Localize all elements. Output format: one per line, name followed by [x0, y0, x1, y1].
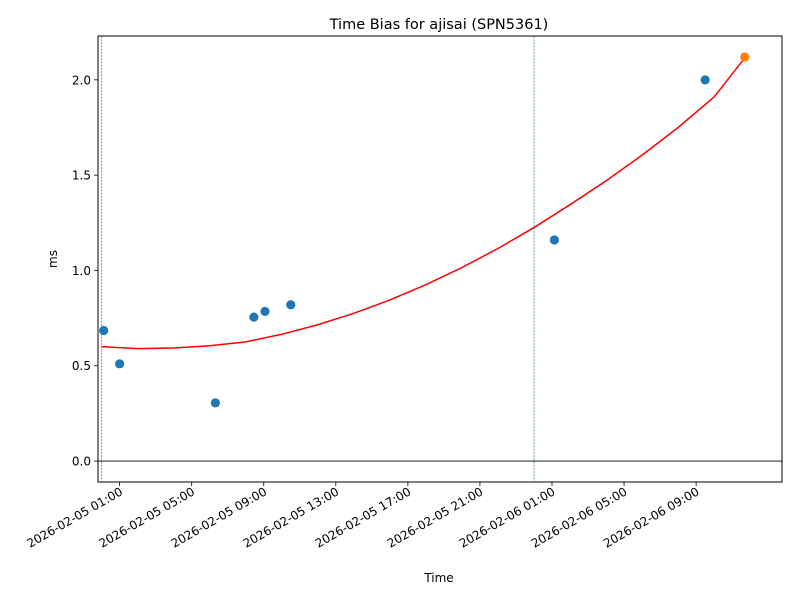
data-point: [286, 300, 296, 310]
data-point: [260, 306, 270, 317]
data-point: [740, 52, 750, 62]
chart-title: Time Bias for ajisai (SPN5361): [329, 17, 549, 33]
y-axis-ticks: 0.0 0.5 1.0 1.5 2.0: [72, 73, 98, 469]
y-tick-label: 0.5: [72, 359, 91, 373]
data-point: [700, 75, 710, 85]
data-points-layer: [99, 52, 750, 408]
plot-frame: [97, 35, 783, 483]
vertical-markers: [101, 36, 535, 482]
data-point: [99, 325, 109, 336]
y-tick-label: 1.0: [72, 264, 91, 278]
fit-curve: [101, 57, 746, 350]
fit-curve-layer: [101, 57, 746, 350]
data-point: [115, 359, 125, 369]
data-point: [249, 312, 259, 322]
data-point: [549, 235, 560, 245]
x-axis-title: Time: [423, 571, 453, 585]
y-tick-label: 2.0: [72, 73, 91, 87]
y-axis-title: ms: [46, 250, 60, 268]
data-point: [210, 398, 221, 408]
y-tick-label: 0.0: [72, 455, 91, 469]
y-tick-label: 1.5: [72, 169, 91, 183]
